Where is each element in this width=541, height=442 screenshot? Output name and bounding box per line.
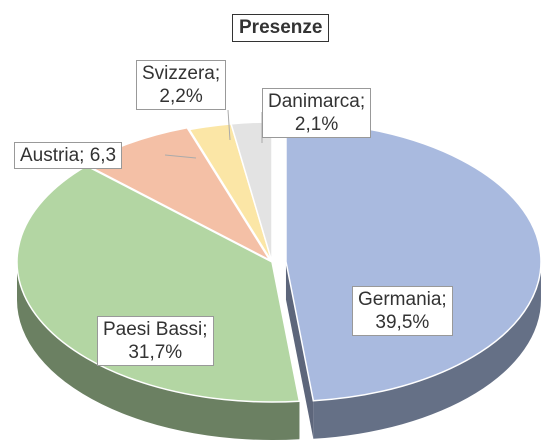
data-label: Germania; 39,5% bbox=[352, 286, 453, 336]
data-label: Svizzera; 2,2% bbox=[136, 60, 227, 110]
data-label: Paesi Bassi; 31,7% bbox=[97, 316, 214, 366]
slice bbox=[16, 165, 301, 403]
leader-line bbox=[227, 109, 231, 141]
data-label: Danimarca; 2,1% bbox=[262, 88, 372, 138]
data-label: Austria; 6,3 bbox=[14, 142, 123, 169]
slice-edge bbox=[285, 261, 314, 439]
chart-title: Presenze bbox=[232, 14, 330, 42]
leader-line bbox=[164, 154, 197, 159]
slice-side bbox=[17, 262, 300, 440]
